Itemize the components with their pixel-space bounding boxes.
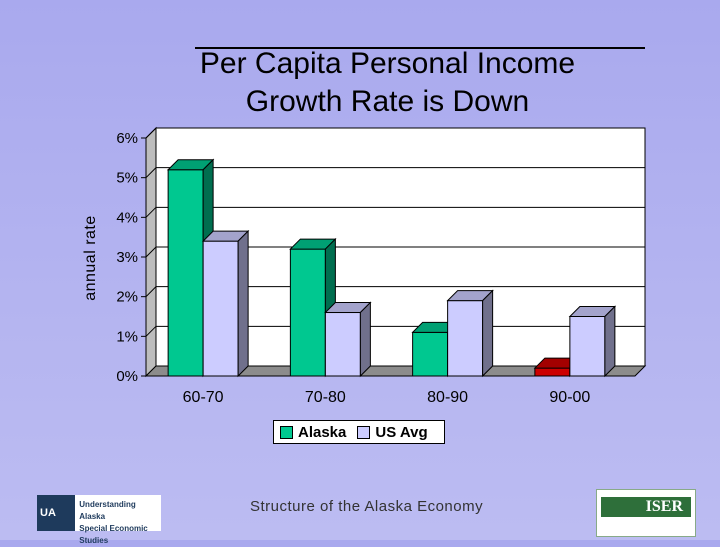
y-tick-label: 3% [116, 249, 138, 266]
bar-alaska-70-80 [289, 248, 326, 377]
y-tick-label: 2% [116, 289, 138, 306]
legend: Alaska US Avg [273, 420, 445, 444]
y-tick-label: 0% [116, 368, 138, 385]
x-tick-label: 60-70 [183, 389, 224, 406]
footer-text: Structure of the Alaska Economy [250, 498, 484, 515]
bar-us-avg-80-90 [447, 300, 484, 377]
bar-us-avg-60-70-side [237, 229, 249, 378]
bar-us-avg-70-80 [324, 312, 361, 377]
iser-logo-band: ISER [601, 497, 691, 517]
bar-alaska-60-70 [167, 169, 204, 377]
legend-swatch-us-avg [357, 425, 371, 439]
bar-us-avg-90-00-side [604, 305, 616, 378]
x-tick-label: 70-80 [305, 389, 346, 406]
gridline [145, 246, 645, 258]
bar-us-avg-80-90-side [482, 289, 494, 378]
logo-left-text: Understanding Alaska Special Economic St… [75, 495, 161, 545]
bar-alaska-80-90 [412, 331, 449, 377]
bar-us-avg-60-70 [202, 240, 239, 377]
logo-left-sub: Special Economic Studies [79, 524, 148, 545]
legend-item-us-avg: US Avg [357, 423, 428, 441]
legend-item-alaska: Alaska [280, 424, 346, 441]
y-tick-label: 6% [116, 130, 138, 147]
y-tick-label: 5% [116, 170, 138, 187]
chart-title-line-1: Per Capita Personal Income [199, 47, 576, 80]
gridline [145, 286, 645, 298]
bar-us-avg-70-80-side [359, 301, 371, 378]
legend-label-alaska: Alaska [298, 423, 347, 441]
iser-logo: ISER [596, 489, 696, 537]
y-tick-label: 1% [116, 328, 138, 345]
iser-logo-name: ISER [645, 498, 683, 515]
x-tick-label: 90-00 [549, 389, 590, 406]
gridline [145, 167, 645, 179]
legend-swatch-alaska [280, 425, 293, 439]
logo-left-title: Understanding Alaska [79, 500, 136, 521]
gridline [145, 127, 645, 139]
understanding-alaska-logo: UA Understanding Alaska Special Economic… [37, 495, 161, 545]
bar-alaska-90-00 [534, 367, 571, 377]
ua-mark: UA [37, 495, 76, 531]
iser-logo-top-band [597, 490, 695, 492]
y-tick-label: 4% [116, 209, 138, 226]
bar-us-avg-90-00 [569, 316, 606, 377]
legend-label-us-avg: US Avg [375, 423, 428, 441]
title-rule [195, 47, 645, 49]
gridline [145, 206, 645, 218]
chart-title-line-2: Growth Rate is Down [245, 85, 530, 118]
x-tick-label: 80-90 [427, 389, 468, 406]
chart-title: Per Capita Personal Income Growth Rate i… [140, 45, 635, 121]
